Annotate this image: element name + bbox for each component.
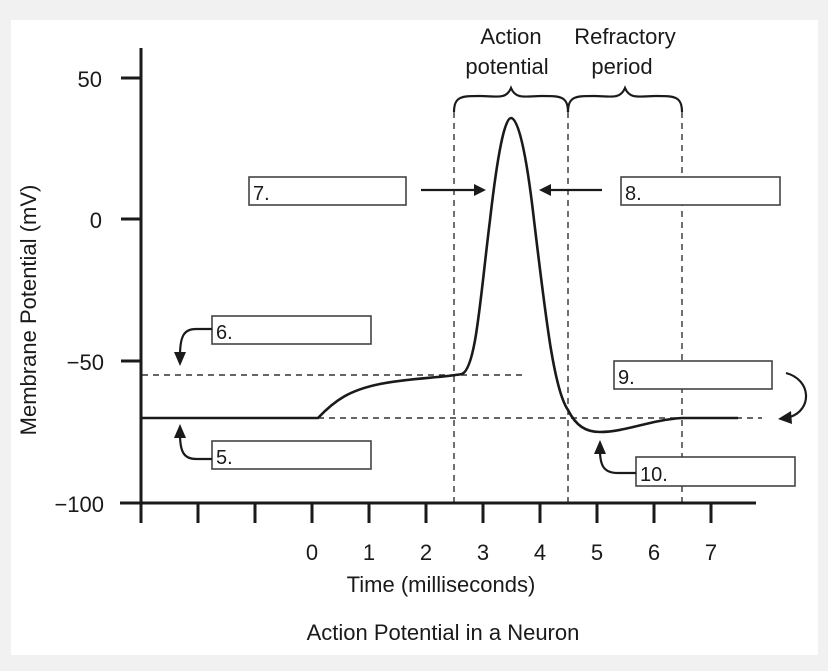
- label-box-5[interactable]: 5.: [211, 440, 372, 470]
- label-box-9[interactable]: 9.: [613, 360, 773, 390]
- arrow-10-icon: [594, 440, 636, 475]
- label-box-10[interactable]: 10.: [635, 456, 796, 487]
- y-ticks: [121, 76, 141, 363]
- diagram-panel: [11, 20, 818, 655]
- label-box-8[interactable]: 8.: [620, 176, 781, 206]
- x-tick-label: 4: [534, 540, 546, 565]
- phase-label-action-2: potential: [465, 54, 548, 79]
- svg-text:9.: 9.: [618, 367, 635, 389]
- phase-label-refractory-1: Refractory: [574, 24, 675, 49]
- label-box-7[interactable]: 7.: [248, 176, 407, 206]
- x-axis-label: Time (milliseconds): [347, 572, 536, 597]
- arrow-5-icon: [174, 424, 212, 461]
- svg-text:7.: 7.: [253, 183, 270, 205]
- y-tick-label: −100: [54, 492, 104, 517]
- svg-text:8.: 8.: [625, 183, 642, 205]
- brace-action-potential: [452, 85, 570, 113]
- y-tick-label: 50: [78, 67, 102, 92]
- x-tick-label: 0: [306, 540, 318, 565]
- arrow-6-icon: [174, 327, 212, 366]
- x-tick-label: 6: [648, 540, 660, 565]
- svg-text:5.: 5.: [216, 447, 233, 469]
- brace-refractory-period: [566, 85, 684, 113]
- arrow-9-icon: [778, 371, 808, 424]
- y-tick-label: −50: [67, 350, 104, 375]
- arrow-8-icon: [539, 184, 602, 196]
- x-tick-label: 3: [477, 540, 489, 565]
- y-axis-label: Membrane Potential (mV): [16, 185, 41, 436]
- x-tick-label: 5: [591, 540, 603, 565]
- phase-label-action-1: Action: [480, 24, 541, 49]
- svg-text:10.: 10.: [640, 464, 668, 486]
- svg-text:6.: 6.: [216, 322, 233, 344]
- label-box-6[interactable]: 6.: [211, 315, 372, 345]
- x-tick-label: 7: [705, 540, 717, 565]
- diagram-title: Action Potential in a Neuron: [307, 620, 580, 645]
- membrane-potential-curve: [141, 116, 738, 434]
- arrow-7-icon: [421, 184, 486, 196]
- x-tick-label: 1: [363, 540, 375, 565]
- phase-label-refractory-2: period: [591, 54, 652, 79]
- x-tick-label: 2: [420, 540, 432, 565]
- y-tick-label: 0: [90, 208, 102, 233]
- x-ticks: [139, 503, 713, 523]
